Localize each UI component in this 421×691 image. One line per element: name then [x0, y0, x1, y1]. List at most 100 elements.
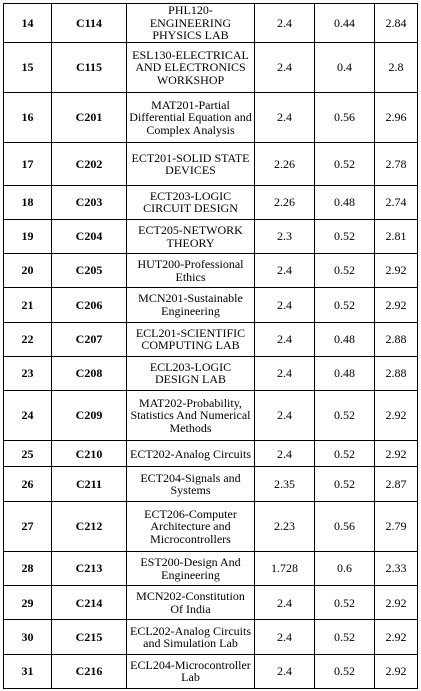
value-1-cell: 2.4: [254, 440, 315, 468]
value-1-cell: 2.4: [254, 3, 315, 43]
course-code-cell: C205: [51, 253, 127, 289]
value-2-cell: 0.56: [314, 92, 375, 144]
serial-number-cell: 18: [3, 184, 52, 220]
table-row: 19 C204 ECT205-NETWORK THEORY 2.3 0.52 2.81: [3, 218, 418, 255]
table-row: 17 C202 ECT201-SOLID STATE DEVICES 2.26 0.52…: [3, 142, 418, 186]
value-2-cell: 0.52: [314, 389, 375, 442]
table-row: 31 C216 ECL204-Microcontroller Lab 2.4 0.52 2…: [3, 653, 418, 690]
course-attainment-table-wrapper: 14 C114 PHL120-ENGINEERING PHYSICS LAB 2.4 0…: [3, 3, 418, 690]
value-3-cell: 2.92: [374, 440, 418, 468]
table-row: 21 C206 MCN201-Sustainable Engineering 2.4 0…: [3, 287, 418, 323]
value-2-cell: 0.48: [314, 321, 375, 357]
value-3-cell: 2.79: [374, 500, 418, 553]
value-3-cell: 2.81: [374, 218, 418, 255]
course-name-cell: MCN202-Constitution Of India: [126, 585, 255, 621]
course-name-cell: ESL130-ELECTRICAL AND ELECTRONICS WORKSH…: [126, 41, 255, 94]
serial-number-cell: 14: [3, 3, 52, 43]
value-1-cell: 2.35: [254, 466, 315, 502]
value-1-cell: 2.4: [254, 653, 315, 690]
serial-number-cell: 17: [3, 142, 52, 186]
value-1-cell: 2.4: [254, 389, 315, 442]
value-2-cell: 0.52: [314, 142, 375, 186]
course-code-cell: C216: [51, 653, 127, 690]
course-code-cell: C212: [51, 500, 127, 553]
serial-number-cell: 16: [3, 92, 52, 144]
value-1-cell: 2.23: [254, 500, 315, 553]
value-3-cell: 2.92: [374, 253, 418, 289]
course-name-cell: ECT203-LOGIC CIRCUIT DESIGN: [126, 184, 255, 220]
value-3-cell: 2.92: [374, 389, 418, 442]
value-2-cell: 0.48: [314, 355, 375, 391]
table-row: 26 C211 ECT204-Signals and Systems 2.35 0.52…: [3, 466, 418, 502]
serial-number-cell: 20: [3, 253, 52, 289]
course-code-cell: C115: [51, 41, 127, 94]
value-1-cell: 2.4: [254, 92, 315, 144]
value-1-cell: 2.4: [254, 321, 315, 357]
course-code-cell: C213: [51, 551, 127, 587]
value-2-cell: 0.52: [314, 253, 375, 289]
course-name-cell: ECT205-NETWORK THEORY: [126, 218, 255, 255]
course-code-cell: C211: [51, 466, 127, 502]
course-name-cell: ECT201-SOLID STATE DEVICES: [126, 142, 255, 186]
value-2-cell: 0.52: [314, 440, 375, 468]
value-3-cell: 2.96: [374, 92, 418, 144]
table-row: 14 C114 PHL120-ENGINEERING PHYSICS LAB 2.4 0…: [3, 3, 418, 43]
table-row: 30 C215 ECL202-Analog Circuits and Simulat…: [3, 619, 418, 655]
value-3-cell: 2.92: [374, 619, 418, 655]
value-2-cell: 0.52: [314, 287, 375, 323]
value-3-cell: 2.78: [374, 142, 418, 186]
value-3-cell: 2.88: [374, 321, 418, 357]
value-2-cell: 0.44: [314, 3, 375, 43]
serial-number-cell: 19: [3, 218, 52, 255]
course-code-cell: C202: [51, 142, 127, 186]
value-1-cell: 2.4: [254, 355, 315, 391]
table-row: 20 C205 HUT200-Professional Ethics 2.4 0.52 2…: [3, 253, 418, 289]
serial-number-cell: 23: [3, 355, 52, 391]
course-name-cell: ECT204-Signals and Systems: [126, 466, 255, 502]
value-2-cell: 0.52: [314, 653, 375, 690]
course-name-cell: ECL203-LOGIC DESIGN LAB: [126, 355, 255, 391]
course-code-cell: C204: [51, 218, 127, 255]
value-3-cell: 2.8: [374, 41, 418, 94]
course-attainment-table: 14 C114 PHL120-ENGINEERING PHYSICS LAB 2.4 0…: [3, 3, 418, 690]
table-row: 27 C212 ECT206-Computer Architecture and M…: [3, 500, 418, 553]
value-3-cell: 2.33: [374, 551, 418, 587]
serial-number-cell: 28: [3, 551, 52, 587]
value-3-cell: 2.74: [374, 184, 418, 220]
value-1-cell: 2.4: [254, 585, 315, 621]
value-1-cell: 2.4: [254, 287, 315, 323]
course-name-cell: ECL202-Analog Circuits and Simulation La…: [126, 619, 255, 655]
course-name-cell: MCN201-Sustainable Engineering: [126, 287, 255, 323]
value-3-cell: 2.92: [374, 653, 418, 690]
value-2-cell: 0.56: [314, 500, 375, 553]
value-1-cell: 2.4: [254, 253, 315, 289]
value-1-cell: 2.26: [254, 142, 315, 186]
value-2-cell: 0.52: [314, 585, 375, 621]
value-2-cell: 0.52: [314, 619, 375, 655]
value-1-cell: 2.26: [254, 184, 315, 220]
course-name-cell: MAT201-Partial Differential Equation and…: [126, 92, 255, 144]
course-code-cell: C210: [51, 440, 127, 468]
value-1-cell: 1.728: [254, 551, 315, 587]
course-name-cell: ECL204-Microcontroller Lab: [126, 653, 255, 690]
course-name-cell: ECT202-Analog Circuits: [126, 440, 255, 468]
table-row: 28 C213 EST200-Design And Engineering 1.728…: [3, 551, 418, 587]
serial-number-cell: 30: [3, 619, 52, 655]
value-2-cell: 0.52: [314, 218, 375, 255]
serial-number-cell: 24: [3, 389, 52, 442]
course-code-cell: C207: [51, 321, 127, 357]
value-3-cell: 2.92: [374, 287, 418, 323]
table-row: 29 C214 MCN202-Constitution Of India 2.4 0.5…: [3, 585, 418, 621]
course-code-cell: C215: [51, 619, 127, 655]
value-2-cell: 0.6: [314, 551, 375, 587]
value-3-cell: 2.84: [374, 3, 418, 43]
course-name-cell: HUT200-Professional Ethics: [126, 253, 255, 289]
table-body: 14 C114 PHL120-ENGINEERING PHYSICS LAB 2.4 0…: [3, 3, 418, 690]
value-1-cell: 2.4: [254, 41, 315, 94]
value-3-cell: 2.92: [374, 585, 418, 621]
serial-number-cell: 25: [3, 440, 52, 468]
course-name-cell: EST200-Design And Engineering: [126, 551, 255, 587]
serial-number-cell: 29: [3, 585, 52, 621]
table-row: 24 C209 MAT202-Probability, Statistics And…: [3, 389, 418, 442]
value-1-cell: 2.3: [254, 218, 315, 255]
